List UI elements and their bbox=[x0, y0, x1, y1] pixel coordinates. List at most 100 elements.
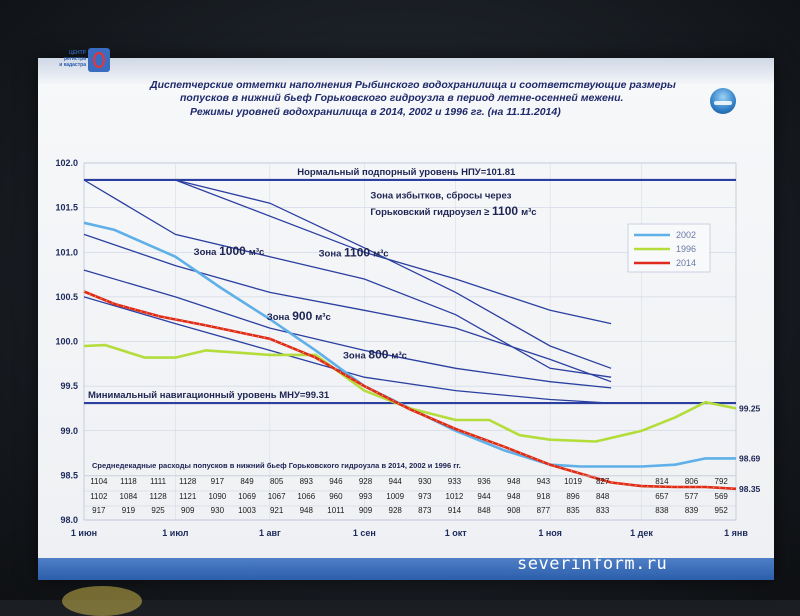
table-cell-2002: 918 bbox=[537, 492, 551, 501]
table-cell-1996: 1011 bbox=[327, 506, 345, 515]
chart-labels: Нормальный подпорный уровень НПУ=101.81 М… bbox=[88, 167, 761, 494]
x-tick-label: 1 июн bbox=[71, 528, 97, 538]
reference-lines bbox=[84, 178, 736, 405]
zone-label-text: Зона bbox=[194, 247, 219, 258]
table-caption: Среднедекадные расходы попусков в нижний… bbox=[92, 461, 461, 470]
table-cell-1996: 928 bbox=[389, 506, 403, 515]
slide-top-band bbox=[38, 58, 774, 84]
y-tick-label: 100.0 bbox=[55, 337, 78, 347]
table-cell-2002: 944 bbox=[477, 492, 491, 501]
zone-label-unit: м³с bbox=[249, 247, 264, 258]
zone-lines bbox=[83, 179, 612, 404]
y-tick-label: 98.0 bbox=[60, 515, 78, 525]
table-cell-2014: 1104 bbox=[90, 477, 108, 486]
x-tick-label: 1 дек bbox=[630, 528, 653, 538]
zone-label-text: Зона избытков, сбросы через bbox=[370, 191, 511, 202]
zone-label-unit: м³с bbox=[315, 312, 330, 323]
axes: 98.0 98.5 99.0 99.5 100.0 100.5 101.0 101.5 102.… bbox=[55, 158, 748, 538]
table-cell-2002: 1012 bbox=[446, 492, 464, 501]
floor-reflection bbox=[62, 586, 142, 616]
table-cell-2002: 1009 bbox=[386, 492, 404, 501]
y-tick-label: 101.0 bbox=[55, 247, 78, 257]
zone-label-value: 800 bbox=[368, 347, 388, 361]
series-end-label-1996: 99.25 bbox=[739, 403, 761, 413]
zone-label-4: Зона 1100 м³с bbox=[319, 246, 389, 260]
zone-label-2: Горьковский гидроузел ≥ 1100 м³с bbox=[370, 204, 536, 218]
chart: Нормальный подпорный уровень НПУ=101.81 М… bbox=[55, 158, 761, 538]
zone-line-4 bbox=[83, 233, 612, 383]
table-cell-1996: 952 bbox=[715, 506, 729, 515]
legend-entry-2014: 2014 bbox=[676, 258, 696, 268]
table-cell-1996: 930 bbox=[211, 506, 225, 515]
zone-label-value: 1000 bbox=[219, 244, 246, 258]
y-tick-label: 98.5 bbox=[60, 470, 78, 480]
table-cell-2002: 577 bbox=[685, 492, 699, 501]
table-cell-2014: 849 bbox=[240, 477, 254, 486]
legend-entry-1996: 1996 bbox=[676, 244, 696, 254]
table-cell-1996: 1003 bbox=[238, 506, 256, 515]
table-cell-1996: 914 bbox=[448, 506, 462, 515]
series bbox=[83, 221, 737, 491]
table-cell-2002: 1067 bbox=[268, 492, 286, 501]
table-cell-1996: 873 bbox=[418, 506, 432, 515]
series-line-2014 bbox=[83, 290, 737, 491]
table-cell-2014: 944 bbox=[389, 477, 403, 486]
table-cell-2002: 1069 bbox=[238, 492, 256, 501]
grid bbox=[83, 162, 737, 521]
table-cell-2014: 1019 bbox=[564, 477, 582, 486]
x-tick-label: 1 янв bbox=[724, 528, 748, 538]
table-cell-2002: 993 bbox=[359, 492, 373, 501]
table-cell-1996: 833 bbox=[596, 506, 610, 515]
table-cell-2002: 1066 bbox=[297, 492, 315, 501]
table-cell-2002: 657 bbox=[655, 492, 669, 501]
y-tick-label: 99.0 bbox=[60, 426, 78, 436]
logo-text: ЦЕНТР регистра и кадастра bbox=[59, 50, 86, 68]
table-cell-2014: 806 bbox=[685, 477, 699, 486]
mnu-label: Минимальный навигационный уровень МНУ=99… bbox=[88, 390, 330, 401]
table-cell-1996: 948 bbox=[300, 506, 314, 515]
table-cell-1996: 919 bbox=[122, 506, 136, 515]
table-cell-2002: 1121 bbox=[179, 492, 197, 501]
table-cell-1996: 925 bbox=[151, 506, 165, 515]
zone-label-value: 1100 bbox=[344, 246, 370, 260]
table-cell-1996: 917 bbox=[92, 506, 106, 515]
zone-line-3 bbox=[83, 179, 612, 378]
series-line-1996 bbox=[83, 343, 737, 443]
table-cell-2014: 930 bbox=[418, 477, 432, 486]
zone-label-5: Зона 900 м³с bbox=[267, 309, 331, 323]
table-cell-2014: 936 bbox=[477, 477, 491, 486]
slide-bottom-band bbox=[38, 558, 774, 580]
table-cell-1996: 835 bbox=[566, 506, 580, 515]
watermark-text: severinform.ru bbox=[517, 554, 668, 574]
x-tick-label: 1 окт bbox=[445, 528, 468, 538]
npu-label: Нормальный подпорный уровень НПУ=101.81 bbox=[297, 167, 516, 178]
table-cell-2014: 1111 bbox=[150, 477, 167, 486]
legend: 2002 1996 2014 bbox=[627, 223, 711, 273]
water-drop-logo-icon bbox=[710, 88, 736, 114]
table-cell-1996: 909 bbox=[359, 506, 373, 515]
zone-line-5 bbox=[83, 269, 612, 389]
zone-label-text: Зона bbox=[267, 312, 292, 323]
table-cell-2014: 805 bbox=[270, 477, 284, 486]
zone-label-text: Зона bbox=[319, 249, 344, 260]
x-tick-label: 1 ноя bbox=[538, 528, 562, 538]
table-cell-1996: 877 bbox=[537, 506, 551, 515]
table-cell-2014: 933 bbox=[448, 477, 462, 486]
x-tick-label: 1 июл bbox=[162, 528, 189, 538]
table-cell-2002: 960 bbox=[329, 492, 343, 501]
table-cell-1996: 921 bbox=[270, 506, 284, 515]
table-cell-2014: 1128 bbox=[179, 477, 197, 486]
x-tick-label: 1 авг bbox=[259, 528, 281, 538]
table-cell-2014: 948 bbox=[507, 477, 521, 486]
discharge-table: Среднедекадные расходы попусков в нижний… bbox=[84, 461, 736, 515]
zone-label-text: Горьковский гидроузел ≥ bbox=[370, 207, 492, 218]
table-cell-2002: 948 bbox=[507, 492, 521, 501]
table-cell-2002: 848 bbox=[596, 492, 610, 501]
center-register-logo: ЦЕНТР регистра и кадастра bbox=[30, 48, 130, 76]
x-tick-label: 1 сен bbox=[353, 528, 376, 538]
table-cell-2002: 1128 bbox=[149, 492, 167, 501]
zone-label-3: Зона 1000 м³с bbox=[194, 244, 265, 258]
logo-mark-icon bbox=[88, 48, 110, 72]
table-cell-2014: 928 bbox=[359, 477, 373, 486]
table-cell-2002: 973 bbox=[418, 492, 432, 501]
